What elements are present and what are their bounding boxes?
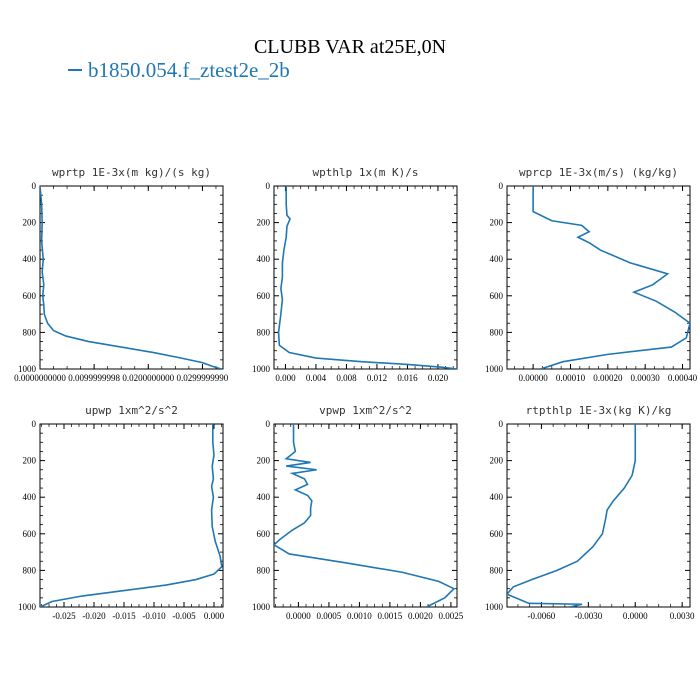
- panel-frame: [273, 185, 458, 370]
- panel-title: upwp 1xm^2/s^2: [85, 404, 178, 417]
- panel-title: rtpthlp 1E-3x(kg K)/kg: [526, 404, 672, 417]
- x-tick-label: 0.008: [336, 373, 357, 383]
- x-tick-label: 0.0000000000: [14, 373, 66, 383]
- y-tick-label: 200: [490, 218, 504, 228]
- plot-panel-3: wprcp 1E-3x(m/s) (kg/kg) 0 200 400 600 800 100…: [485, 166, 698, 383]
- y-tick-label: 1000: [18, 602, 37, 612]
- series-line-2: [277, 186, 457, 369]
- y-tick-label: 800: [257, 565, 271, 575]
- x-tick-label: -0.020: [82, 611, 106, 621]
- x-tick-label: 0.00030: [631, 373, 661, 383]
- x-tick-label: 0.004: [306, 373, 327, 383]
- y-tick-label: 800: [23, 565, 37, 575]
- y-tick-label: 400: [257, 492, 271, 502]
- x-tick-label: 0.0005: [317, 611, 342, 621]
- y-tick-label: 1000: [252, 602, 271, 612]
- y-tick-label: 400: [490, 254, 504, 264]
- y-tick-label: 200: [257, 456, 271, 466]
- y-tick-label: 1000: [485, 602, 504, 612]
- x-tick-label: 0.00020: [593, 373, 623, 383]
- x-tick-label: 0.0030: [670, 611, 695, 621]
- y-tick-label: 800: [490, 327, 504, 337]
- plot-panel-6: rtpthlp 1E-3x(kg K)/kg 0 200 400 600 800 1000 -…: [485, 404, 695, 621]
- x-tick-label: 0.000: [204, 611, 225, 621]
- y-tick-label: 1000: [485, 364, 504, 374]
- panel-title: wpthlp 1x(m K)/s: [313, 166, 419, 179]
- y-tick-label: 400: [23, 254, 37, 264]
- y-tick-label: 0: [32, 419, 37, 429]
- y-tick-label: 800: [490, 565, 504, 575]
- y-tick-label: 200: [490, 456, 504, 466]
- legend-label: b1850.054.f_ztest2e_2b: [88, 58, 290, 82]
- x-tick-label: 0.00010: [556, 373, 586, 383]
- y-tick-label: 200: [23, 456, 37, 466]
- x-tick-label: -0.005: [172, 611, 196, 621]
- figure-title: CLUBB VAR at25E,0N: [253, 36, 447, 58]
- y-tick-label: 1000: [252, 364, 271, 374]
- x-tick-label: 0.0000: [286, 611, 311, 621]
- y-tick-label: 800: [23, 327, 37, 337]
- series-line-5: [274, 424, 456, 607]
- y-tick-label: 1000: [18, 364, 37, 374]
- x-tick-label: 0.0200000000: [122, 373, 174, 383]
- x-tick-label: 0.0015: [378, 611, 403, 621]
- x-tick-label: 0.0299999990: [177, 373, 229, 383]
- panel-frame: [39, 185, 224, 370]
- x-tick-label: 0.012: [367, 373, 387, 383]
- series-line-4: [40, 424, 223, 607]
- x-tick-label: -0.025: [52, 611, 76, 621]
- panel-title: wprcp 1E-3x(m/s) (kg/kg): [519, 166, 678, 179]
- y-tick-label: 600: [257, 291, 271, 301]
- x-tick-label: 0.0099999998: [68, 373, 120, 383]
- y-tick-label: 600: [23, 529, 37, 539]
- y-tick-label: 600: [23, 291, 37, 301]
- y-tick-label: 0: [499, 419, 504, 429]
- x-tick-label: -0.010: [142, 611, 166, 621]
- y-tick-label: 400: [23, 492, 37, 502]
- x-tick-label: 0.0020: [408, 611, 433, 621]
- y-tick-label: 600: [257, 529, 271, 539]
- legend-line-swatch: [68, 69, 82, 72]
- y-tick-label: 200: [257, 218, 271, 228]
- plot-panel-1: wprtp 1E-3x(m kg)/(s kg) 0 200 400 600 800 100…: [14, 166, 229, 383]
- x-tick-label: 0.00000: [519, 373, 549, 383]
- y-tick-label: 0: [32, 181, 37, 191]
- x-tick-label: 0.0010: [347, 611, 372, 621]
- y-tick-label: 0: [266, 181, 271, 191]
- plot-panel-5: vpwp 1xm^2/s^2 0 200 400 600 800 1000 0.0000 0.0…: [252, 404, 464, 621]
- y-tick-label: 800: [257, 327, 271, 337]
- x-tick-label: 0.000: [275, 373, 296, 383]
- x-tick-label: 0.0025: [439, 611, 464, 621]
- series-line-1: [40, 186, 222, 369]
- y-tick-label: 400: [257, 254, 271, 264]
- legend: b1850.054.f_ztest2e_2b: [68, 58, 290, 83]
- series-line-6: [507, 424, 637, 607]
- x-tick-label: -0.0030: [574, 611, 602, 621]
- y-tick-label: 0: [499, 181, 504, 191]
- x-tick-label: -0.015: [112, 611, 136, 621]
- plot-panel-4: upwp 1xm^2/s^2 0 200 400 600 800 1000 -0.025 -0.…: [18, 404, 225, 621]
- x-tick-label: 0.0000: [623, 611, 648, 621]
- x-tick-label: 0.020: [428, 373, 449, 383]
- x-tick-label: 0.00040: [668, 373, 698, 383]
- series-line-3: [532, 186, 690, 369]
- y-tick-label: 200: [23, 218, 37, 228]
- x-tick-label: 0.016: [397, 373, 418, 383]
- y-tick-label: 600: [490, 529, 504, 539]
- panel-frame: [506, 423, 691, 608]
- panel-title: wprtp 1E-3x(m kg)/(s kg): [52, 166, 211, 179]
- panel-title: vpwp 1xm^2/s^2: [319, 404, 412, 417]
- plot-panel-2: wpthlp 1x(m K)/s 0 200 400 600 800 1000 0.000 0.…: [252, 166, 458, 383]
- y-tick-label: 0: [266, 419, 271, 429]
- y-tick-label: 600: [490, 291, 504, 301]
- y-tick-label: 400: [490, 492, 504, 502]
- x-tick-label: -0.0060: [528, 611, 556, 621]
